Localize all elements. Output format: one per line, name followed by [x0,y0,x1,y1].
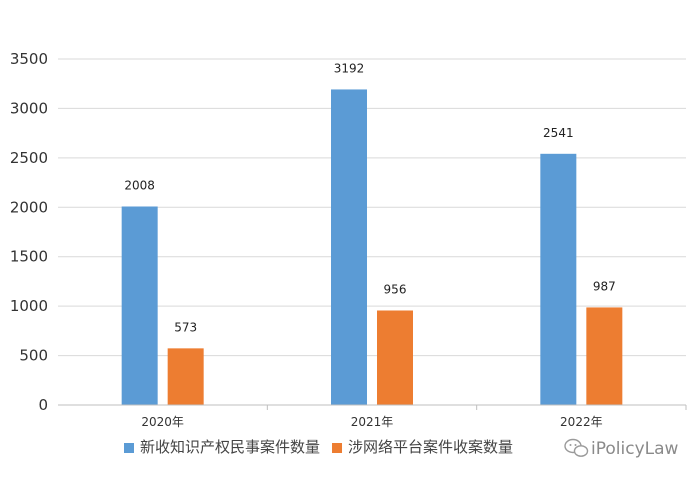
wechat-icon [564,438,589,457]
y-tick-label: 1000 [10,297,48,315]
legend-label: 新收知识产权民事案件数量 [140,438,320,456]
y-tick-label: 0 [38,396,48,414]
y-axis: 0 500 1000 1500 2000 2500 3000 3500 [10,50,48,414]
x-tick-label: 2021年 [351,415,394,429]
watermark-text: iPolicyLaw [591,439,679,459]
bar [167,348,204,405]
x-tick-label: 2020年 [141,415,184,429]
y-tick-label: 2500 [10,149,48,167]
data-label: 2541 [543,126,574,140]
data-label: 573 [174,320,197,334]
data-label: 3192 [334,61,365,75]
y-tick-label: 2000 [10,198,48,216]
legend-swatch [332,443,343,453]
y-tick-label: 3000 [10,99,48,117]
data-labels: 2008 573 3192 956 2541 987 [124,61,615,334]
legend: 新收知识产权民事案件数量 涉网络平台案件收案数量 [124,438,513,456]
bar [540,153,577,405]
data-label: 2008 [124,178,155,192]
data-label: 956 [384,282,407,296]
bar [586,307,623,405]
bar [121,206,158,405]
data-label: 987 [593,279,616,293]
y-tick-label: 3500 [10,50,48,68]
watermark: iPolicyLaw [564,438,679,459]
legend-label: 涉网络平台案件收案数量 [348,438,513,456]
gridlines [58,58,686,357]
x-tick-label: 2022年 [560,415,603,429]
x-axis: 2020年 2021年 2022年 [58,404,687,429]
bars [121,89,623,405]
y-tick-label: 1500 [10,248,48,266]
legend-swatch [124,443,134,453]
y-tick-label: 500 [19,347,48,365]
bar [331,89,367,405]
bar [377,310,413,405]
